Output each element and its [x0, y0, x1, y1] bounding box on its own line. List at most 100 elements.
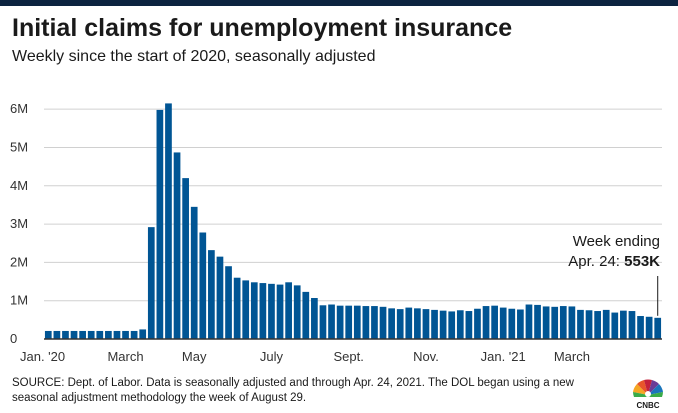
- bar-41: [396, 309, 404, 339]
- bar-66: [611, 312, 619, 339]
- bars: [44, 103, 662, 339]
- bar-4: [79, 330, 86, 339]
- gridlines: [44, 108, 662, 302]
- bar-12: [147, 227, 155, 339]
- bar-61: [568, 306, 576, 339]
- bar-26: [268, 283, 275, 339]
- annotation-value: 553K: [624, 253, 660, 270]
- bar-33: [328, 304, 335, 339]
- bar-28: [285, 282, 292, 339]
- bar-15: [173, 152, 181, 339]
- y-tick-label: 4M: [10, 178, 28, 193]
- bar-49: [465, 311, 473, 339]
- bar-27: [276, 284, 284, 339]
- bar-54: [508, 308, 516, 339]
- bar-37: [362, 306, 370, 339]
- bar-68: [628, 311, 636, 339]
- cnbc-peacock-logo: CNBC: [633, 379, 663, 410]
- logo-wordmark: CNBC: [636, 401, 659, 410]
- bar-34: [336, 305, 344, 339]
- x-tick-label: Jan. '20: [20, 349, 65, 364]
- x-tick-label: Nov.: [413, 349, 439, 364]
- x-axis-tick-labels: Jan. '20 March May July Sept. Nov. Jan. '21 Mar…: [20, 349, 590, 364]
- bar-40: [388, 308, 395, 339]
- bar-35: [345, 305, 353, 339]
- x-tick-label: Sept.: [334, 349, 364, 364]
- bar-67: [620, 310, 627, 339]
- top-brand-bar: [0, 0, 678, 6]
- bar-39: [379, 306, 387, 339]
- x-tick-label: Jan. '21: [481, 349, 526, 364]
- y-tick-label: 6M: [10, 101, 28, 116]
- bar-22: [233, 277, 241, 339]
- x-tick-label: March: [107, 349, 143, 364]
- bar-38: [371, 306, 378, 339]
- bar-2: [62, 330, 69, 339]
- bar-52: [491, 305, 498, 339]
- bar-1: [53, 330, 61, 339]
- bar-20: [216, 256, 224, 339]
- bar-5: [87, 330, 95, 339]
- y-axis-tick-labels: 0 1M 2M 3M 4M 5M 6M: [10, 101, 28, 346]
- bar-59: [551, 306, 559, 339]
- y-tick-label: 0: [10, 331, 17, 346]
- bar-17: [190, 206, 198, 339]
- bar-46: [439, 310, 447, 339]
- bar-11: [139, 329, 147, 339]
- bar-9: [122, 330, 129, 339]
- bar-8: [113, 330, 121, 339]
- chart-subtitle: Weekly since the start of 2020, seasonal…: [12, 48, 376, 65]
- source-note: SOURCE: Dept. of Labor. Data is seasonal…: [12, 377, 574, 404]
- bar-45: [431, 309, 438, 339]
- y-tick-label: 3M: [10, 216, 28, 231]
- y-tick-label: 2M: [10, 254, 28, 269]
- bar-24: [250, 282, 258, 339]
- bar-14: [165, 103, 172, 339]
- x-tick-label: July: [260, 349, 284, 364]
- bar-10: [130, 330, 138, 339]
- chart-title: Initial claims for unemployment insuranc…: [12, 14, 513, 42]
- bar-57: [534, 304, 541, 339]
- bar-43: [414, 308, 421, 339]
- bar-44: [422, 309, 430, 339]
- bar-51: [482, 306, 490, 339]
- bar-63: [585, 310, 593, 339]
- x-tick-label: March: [554, 349, 590, 364]
- bar-16: [182, 178, 189, 339]
- bar-56: [525, 304, 533, 339]
- y-tick-label: 1M: [10, 293, 28, 308]
- bar-36: [353, 305, 361, 339]
- annotation-date: Apr. 24:: [568, 253, 624, 270]
- bar-29: [293, 285, 301, 339]
- x-tick-label: May: [182, 349, 207, 364]
- bar-71: [654, 317, 662, 339]
- bar-65: [602, 309, 610, 339]
- bar-21: [225, 266, 232, 339]
- bar-60: [559, 306, 567, 339]
- bar-13: [156, 109, 164, 339]
- bar-48: [456, 310, 464, 339]
- bar-70: [645, 316, 653, 339]
- bar-50: [474, 308, 481, 339]
- annotation-line-1: Week ending: [573, 233, 660, 250]
- bar-47: [448, 311, 456, 339]
- bar-7: [105, 330, 112, 339]
- bar-69: [637, 316, 644, 339]
- bar-23: [242, 280, 250, 339]
- y-tick-label: 5M: [10, 139, 28, 154]
- bar-3: [70, 330, 78, 339]
- bar-31: [311, 298, 318, 339]
- bar-chart: 0 1M 2M 3M 4M 5M 6M Jan. '20 March May July Sept. N…: [10, 101, 662, 364]
- annotation-line-2: Apr. 24: 553K: [568, 253, 660, 270]
- bar-58: [542, 306, 550, 339]
- bar-55: [517, 309, 524, 339]
- bar-0: [44, 330, 52, 339]
- bar-62: [577, 309, 584, 339]
- bar-6: [96, 330, 104, 339]
- bar-25: [259, 283, 267, 339]
- bar-42: [405, 307, 413, 339]
- bar-19: [208, 250, 215, 339]
- bar-18: [199, 232, 207, 339]
- bar-53: [499, 307, 507, 339]
- bar-64: [594, 311, 601, 339]
